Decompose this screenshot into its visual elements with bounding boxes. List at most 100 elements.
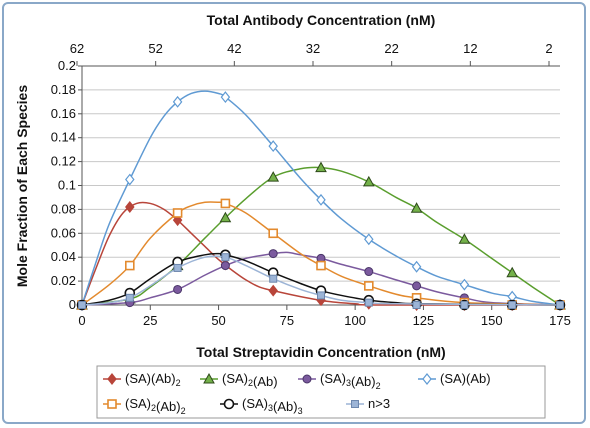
data-point — [173, 263, 182, 272]
legend-label: (SA)3(Ab)2 — [320, 371, 381, 391]
legend-text: (SA) — [125, 396, 151, 411]
legend-label: (SA)2(Ab) — [222, 371, 278, 389]
legend-text: (Ab) — [253, 374, 278, 389]
x-tick-label: 175 — [549, 313, 571, 328]
data-point — [268, 284, 278, 297]
y-tick-label: 0.16 — [51, 106, 76, 121]
legend-text: (Ab) — [273, 399, 298, 414]
legend-subscript: 3 — [298, 406, 303, 416]
y-tick-label: 0.12 — [51, 154, 76, 169]
data-point — [173, 284, 183, 294]
legend-text: n>3 — [368, 396, 390, 411]
data-point — [221, 253, 230, 262]
y-tick-label: 0.1 — [58, 178, 76, 193]
legend-label: n>3 — [368, 396, 390, 411]
series-line — [81, 201, 560, 306]
data-point — [172, 95, 183, 108]
legend-text: (SA) — [222, 371, 248, 386]
x-tick-label: 50 — [211, 313, 225, 328]
legend-label: (SA)(Ab) — [440, 371, 491, 386]
y-tick-label: 0.18 — [51, 82, 76, 97]
series-3 — [77, 90, 565, 311]
legend-text: (SA) — [320, 371, 346, 386]
data-point — [506, 266, 519, 278]
data-point — [269, 274, 278, 283]
y-tick-label: 0.08 — [51, 201, 76, 216]
chart-frame — [2, 2, 586, 424]
legend-marker — [203, 372, 215, 384]
legend-box — [96, 365, 546, 419]
data-point — [268, 249, 278, 259]
tick-labels: 0 0.02 0.04 0.06 0.08 0.1 0.12 0.14 0.16 0.18 0.2 0… — [51, 41, 571, 328]
legend-entry: (SA)3(Ab)3 — [220, 396, 303, 416]
legend-subscript: 2 — [248, 378, 253, 388]
legend-subscript: 2 — [176, 378, 181, 388]
data-point — [172, 208, 183, 218]
data-point — [268, 140, 278, 153]
x2-tick-label: 12 — [463, 41, 477, 56]
legend-subscript: 2 — [181, 406, 186, 416]
data-point — [410, 202, 423, 213]
data-point — [125, 173, 135, 186]
x-tick-label: 75 — [280, 313, 294, 328]
data-point — [315, 161, 327, 173]
x2-tick-label: 42 — [227, 41, 241, 56]
legend-marker — [302, 374, 312, 384]
legend-entry: (SA)3(Ab)2 — [298, 371, 381, 391]
data-point — [78, 301, 86, 309]
x-axis-title: Total Streptavidin Concentration (nM) — [196, 344, 445, 360]
data-point — [556, 301, 564, 309]
legend-label: (SA)(Ab)2 — [125, 371, 181, 388]
data-point — [364, 233, 374, 246]
legend-text: (SA)(Ab) — [440, 371, 491, 386]
series-group — [76, 90, 566, 311]
data-point — [125, 201, 135, 213]
legend-marker — [223, 398, 235, 410]
legend-entry: n>3 — [346, 396, 390, 411]
legend-text: (SA)(Ab) — [125, 371, 176, 386]
data-point — [220, 91, 231, 104]
legend-marker — [107, 399, 117, 409]
data-point — [267, 171, 280, 182]
y-tick-label: 0.02 — [51, 273, 76, 288]
data-point — [364, 298, 373, 307]
series-line — [81, 201, 561, 306]
x-tick-label: 0 — [78, 313, 85, 328]
legend: (SA)(Ab)2 (SA)2(Ab) (SA)3(Ab)2 (SA)(Ab)(SA)… — [103, 371, 491, 416]
data-point — [412, 301, 421, 309]
legend-entry: (SA)(Ab)2 — [103, 371, 181, 388]
y-tick-label: 0 — [69, 297, 76, 312]
x2-tick-label: 32 — [306, 41, 320, 56]
data-point — [508, 301, 517, 309]
x2-axis-title: Total Antibody Concentration (nM) — [207, 12, 436, 28]
legend-text: (SA) — [242, 396, 268, 411]
y-tick-label: 0.04 — [51, 249, 76, 264]
x-tick-label: 150 — [481, 313, 503, 328]
x2-tick-label: 22 — [384, 41, 398, 56]
data-point — [219, 211, 232, 223]
y-tick-label: 0.14 — [51, 130, 76, 145]
data-point — [125, 293, 134, 302]
legend-text: (Ab) — [156, 399, 181, 414]
data-point — [362, 175, 375, 187]
legend-label: (SA)2(Ab)2 — [125, 396, 186, 416]
legend-marker — [351, 400, 359, 408]
y-tick-label: 0.06 — [51, 225, 76, 240]
data-point — [363, 281, 374, 291]
legend-marker — [107, 373, 117, 385]
data-point — [364, 267, 374, 277]
x-tick-label: 25 — [143, 313, 157, 328]
data-point — [458, 233, 471, 244]
legend-subscript: 3 — [268, 403, 273, 413]
legend-entry: (SA)2(Ab)2 — [103, 396, 186, 416]
data-point — [459, 278, 470, 291]
data-point — [411, 260, 422, 273]
legend-entry: (SA)(Ab) — [418, 371, 491, 386]
data-point — [460, 301, 469, 309]
legend-label: (SA)3(Ab)3 — [242, 396, 303, 416]
legend-subscript: 2 — [151, 403, 156, 413]
legend-subscript: 3 — [346, 378, 351, 388]
series-line — [81, 252, 561, 306]
data-point — [316, 193, 326, 206]
legend-subscript: 2 — [376, 381, 381, 391]
